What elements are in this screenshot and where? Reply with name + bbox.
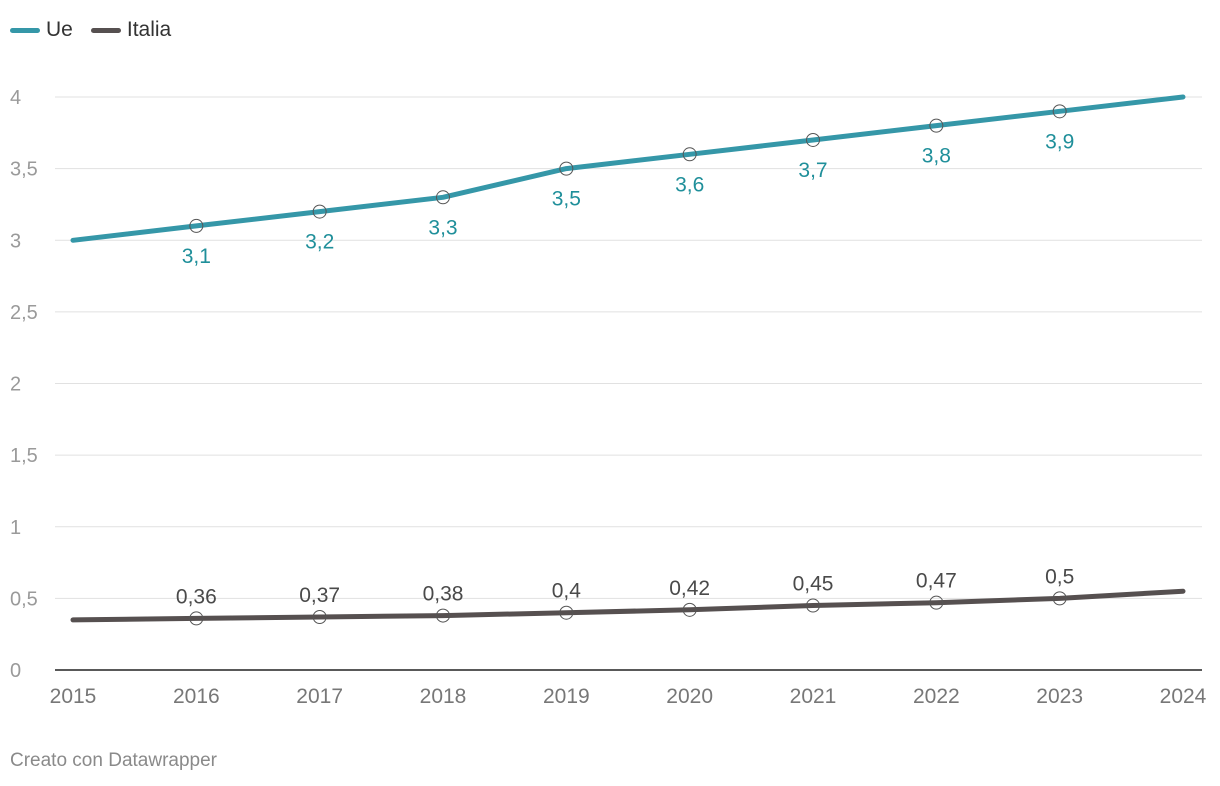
y-tick-label: 1,5 [10, 445, 38, 467]
data-label-italia: 0,38 [423, 583, 464, 606]
data-label-italia: 0,36 [176, 585, 217, 608]
y-tick-label: 3,5 [10, 159, 38, 181]
data-label-italia: 0,37 [299, 584, 340, 607]
x-tick-label: 2023 [1036, 685, 1083, 708]
data-point-ue [312, 204, 327, 219]
data-label-ue: 3,8 [922, 145, 951, 168]
data-label-ue: 3,6 [675, 173, 704, 196]
y-tick-label: 2 [10, 374, 21, 396]
data-point-italia [189, 611, 204, 626]
x-tick-label: 2017 [296, 685, 343, 708]
x-tick-label: 2024 [1160, 685, 1207, 708]
data-point-ue [436, 190, 450, 205]
y-tick-label: 0 [10, 660, 21, 682]
data-label-ue: 3,3 [428, 216, 457, 239]
legend-item-ue: Ue [10, 18, 73, 42]
data-label-italia: 0,42 [669, 577, 710, 600]
series-line-ue [70, 94, 1186, 243]
data-point-italia [436, 608, 450, 623]
y-tick-label: 1 [10, 517, 21, 539]
data-point-italia [806, 598, 820, 613]
data-point-ue [929, 118, 944, 133]
data-point-italia [1052, 591, 1067, 606]
data-point-ue [1052, 104, 1067, 119]
data-label-italia: 0,47 [916, 570, 957, 593]
footer-credit: Creato con Datawrapper [10, 750, 217, 771]
x-tick-label: 2022 [913, 685, 960, 708]
data-point-italia [682, 602, 697, 617]
legend-swatch-italia [90, 27, 121, 33]
data-point-ue [682, 147, 697, 162]
data-point-italia [312, 609, 327, 624]
data-label-ue: 3,7 [798, 159, 827, 182]
x-tick-label: 2019 [543, 685, 590, 708]
legend-swatch-ue [10, 27, 40, 33]
data-labels: 3,1 3,2 3,3 3,5 3,6 3,7 3,8 3,9 0,36 0,37 0,38 0,4 0… [176, 130, 1074, 608]
legend-item-italia: Italia [90, 18, 172, 42]
y-tick-label: 0,5 [10, 588, 38, 610]
x-tick-label: 2021 [790, 685, 837, 708]
data-label-ue: 3,2 [305, 231, 334, 254]
y-tick-label: 4 [10, 87, 21, 109]
series-line-italia [70, 588, 1186, 623]
data-point-ue [189, 218, 204, 233]
data-point-italia [559, 605, 574, 620]
data-label-ue: 3,9 [1045, 130, 1074, 153]
data-label-italia: 0,45 [793, 573, 834, 596]
data-label-ue: 3,5 [552, 188, 581, 211]
x-tick-label: 2020 [666, 685, 713, 708]
data-label-italia: 0,4 [552, 580, 582, 603]
legend-label-italia: Italia [126, 18, 172, 41]
x-tick-label: 2018 [420, 685, 467, 708]
data-label-ue: 3,1 [182, 245, 211, 268]
x-tick-label: 2015 [50, 685, 97, 708]
y-tick-label: 3 [10, 230, 21, 252]
series-layer [70, 94, 1186, 626]
data-point-ue [559, 161, 574, 176]
data-point-ue [806, 132, 820, 147]
chart-legend: Ue Italia [10, 16, 189, 44]
data-point-italia [929, 595, 944, 610]
y-tick-label: 2,5 [10, 302, 38, 324]
x-tick-label: 2016 [173, 685, 220, 708]
data-label-italia: 0,5 [1045, 565, 1074, 588]
x-axis: 2015 2016 2017 2018 2019 2020 2021 2022 2023 2024 [50, 669, 1207, 708]
legend-label-ue: Ue [46, 18, 73, 41]
